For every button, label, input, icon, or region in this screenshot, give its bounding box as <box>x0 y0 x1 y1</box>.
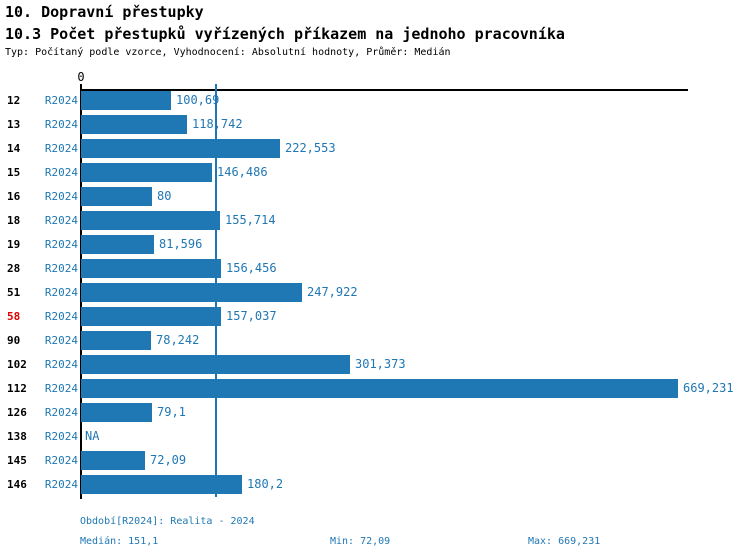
bar <box>81 115 187 134</box>
row-id-label: 19 <box>7 238 21 251</box>
bar <box>81 187 152 206</box>
row-series-label: R2024 <box>44 142 78 155</box>
row-id-label: 58 <box>7 310 21 323</box>
row-id-label: 15 <box>7 166 21 179</box>
row-id-label: 138 <box>7 430 27 443</box>
bar <box>81 163 212 182</box>
bar-value-label: 72,09 <box>150 453 187 467</box>
x-axis-line <box>80 89 688 91</box>
row-id-label: 146 <box>7 478 27 491</box>
bar-value-label: 222,553 <box>285 141 336 155</box>
bar <box>81 307 221 326</box>
bar <box>81 379 678 398</box>
chart-title: 10.3 Počet přestupků vyřízených příkazem… <box>5 25 565 43</box>
footer-period: Období[R2024]: Realita - 2024 <box>80 516 255 527</box>
bar <box>81 139 280 158</box>
row-series-label: R2024 <box>44 190 78 203</box>
bar <box>81 451 145 470</box>
x-axis-zero-tick-label: 0 <box>77 70 85 84</box>
bar-value-label: 80 <box>157 189 172 203</box>
row-id-label: 126 <box>7 406 27 419</box>
row-id-label: 102 <box>7 358 27 371</box>
row-series-label: R2024 <box>44 286 78 299</box>
row-series-label: R2024 <box>44 334 78 347</box>
row-id-label: 90 <box>7 334 21 347</box>
bar <box>81 403 152 422</box>
row-id-label: 28 <box>7 262 21 275</box>
row-series-label: R2024 <box>44 382 78 395</box>
bar <box>81 259 221 278</box>
row-series-label: R2024 <box>44 430 78 443</box>
bar-value-label: 301,373 <box>355 357 406 371</box>
row-id-label: 16 <box>7 190 21 203</box>
bar-value-label: 180,2 <box>247 477 284 491</box>
bar-value-label: 79,1 <box>157 405 186 419</box>
row-id-label: 14 <box>7 142 21 155</box>
bar <box>81 211 220 230</box>
bar-value-label: 78,242 <box>156 333 200 347</box>
row-series-label: R2024 <box>44 238 78 251</box>
footer-max: Max: 669,231 <box>528 536 601 547</box>
section-title: 10. Dopravní přestupky <box>5 3 204 21</box>
row-id-label: 112 <box>7 382 27 395</box>
bar <box>81 355 350 374</box>
bar-value-label: 669,231 <box>683 381 734 395</box>
bar-value-label: 146,486 <box>217 165 268 179</box>
row-id-label: 51 <box>7 286 21 299</box>
footer-median: Medián: 151,1 <box>80 536 159 547</box>
row-id-label: 13 <box>7 118 21 131</box>
bar-value-label: 247,922 <box>307 285 358 299</box>
row-series-label: R2024 <box>44 478 78 491</box>
bar-value-label: 156,456 <box>226 261 277 275</box>
row-series-label: R2024 <box>44 310 78 323</box>
row-id-label: 18 <box>7 214 21 227</box>
row-series-label: R2024 <box>44 118 78 131</box>
bar-value-label: NA <box>85 429 100 443</box>
row-series-label: R2024 <box>44 358 78 371</box>
row-series-label: R2024 <box>44 406 78 419</box>
footer-min: Min: 72,09 <box>330 536 391 547</box>
bar-value-label: 157,037 <box>226 309 277 323</box>
row-id-label: 145 <box>7 454 27 467</box>
bar-value-label: 100,69 <box>176 93 220 107</box>
bar <box>81 331 151 350</box>
bar-value-label: 155,714 <box>225 213 276 227</box>
bar <box>81 235 154 254</box>
bar-value-label: 81,596 <box>159 237 203 251</box>
bar-value-label: 118,742 <box>192 117 243 131</box>
bar <box>81 283 302 302</box>
row-series-label: R2024 <box>44 94 78 107</box>
chart-meta: Typ: Počítaný podle vzorce, Vyhodnocení:… <box>5 47 451 58</box>
bar <box>81 91 171 110</box>
bar <box>81 475 242 494</box>
row-series-label: R2024 <box>44 214 78 227</box>
row-series-label: R2024 <box>44 262 78 275</box>
row-series-label: R2024 <box>44 166 78 179</box>
row-id-label: 12 <box>7 94 21 107</box>
row-series-label: R2024 <box>44 454 78 467</box>
